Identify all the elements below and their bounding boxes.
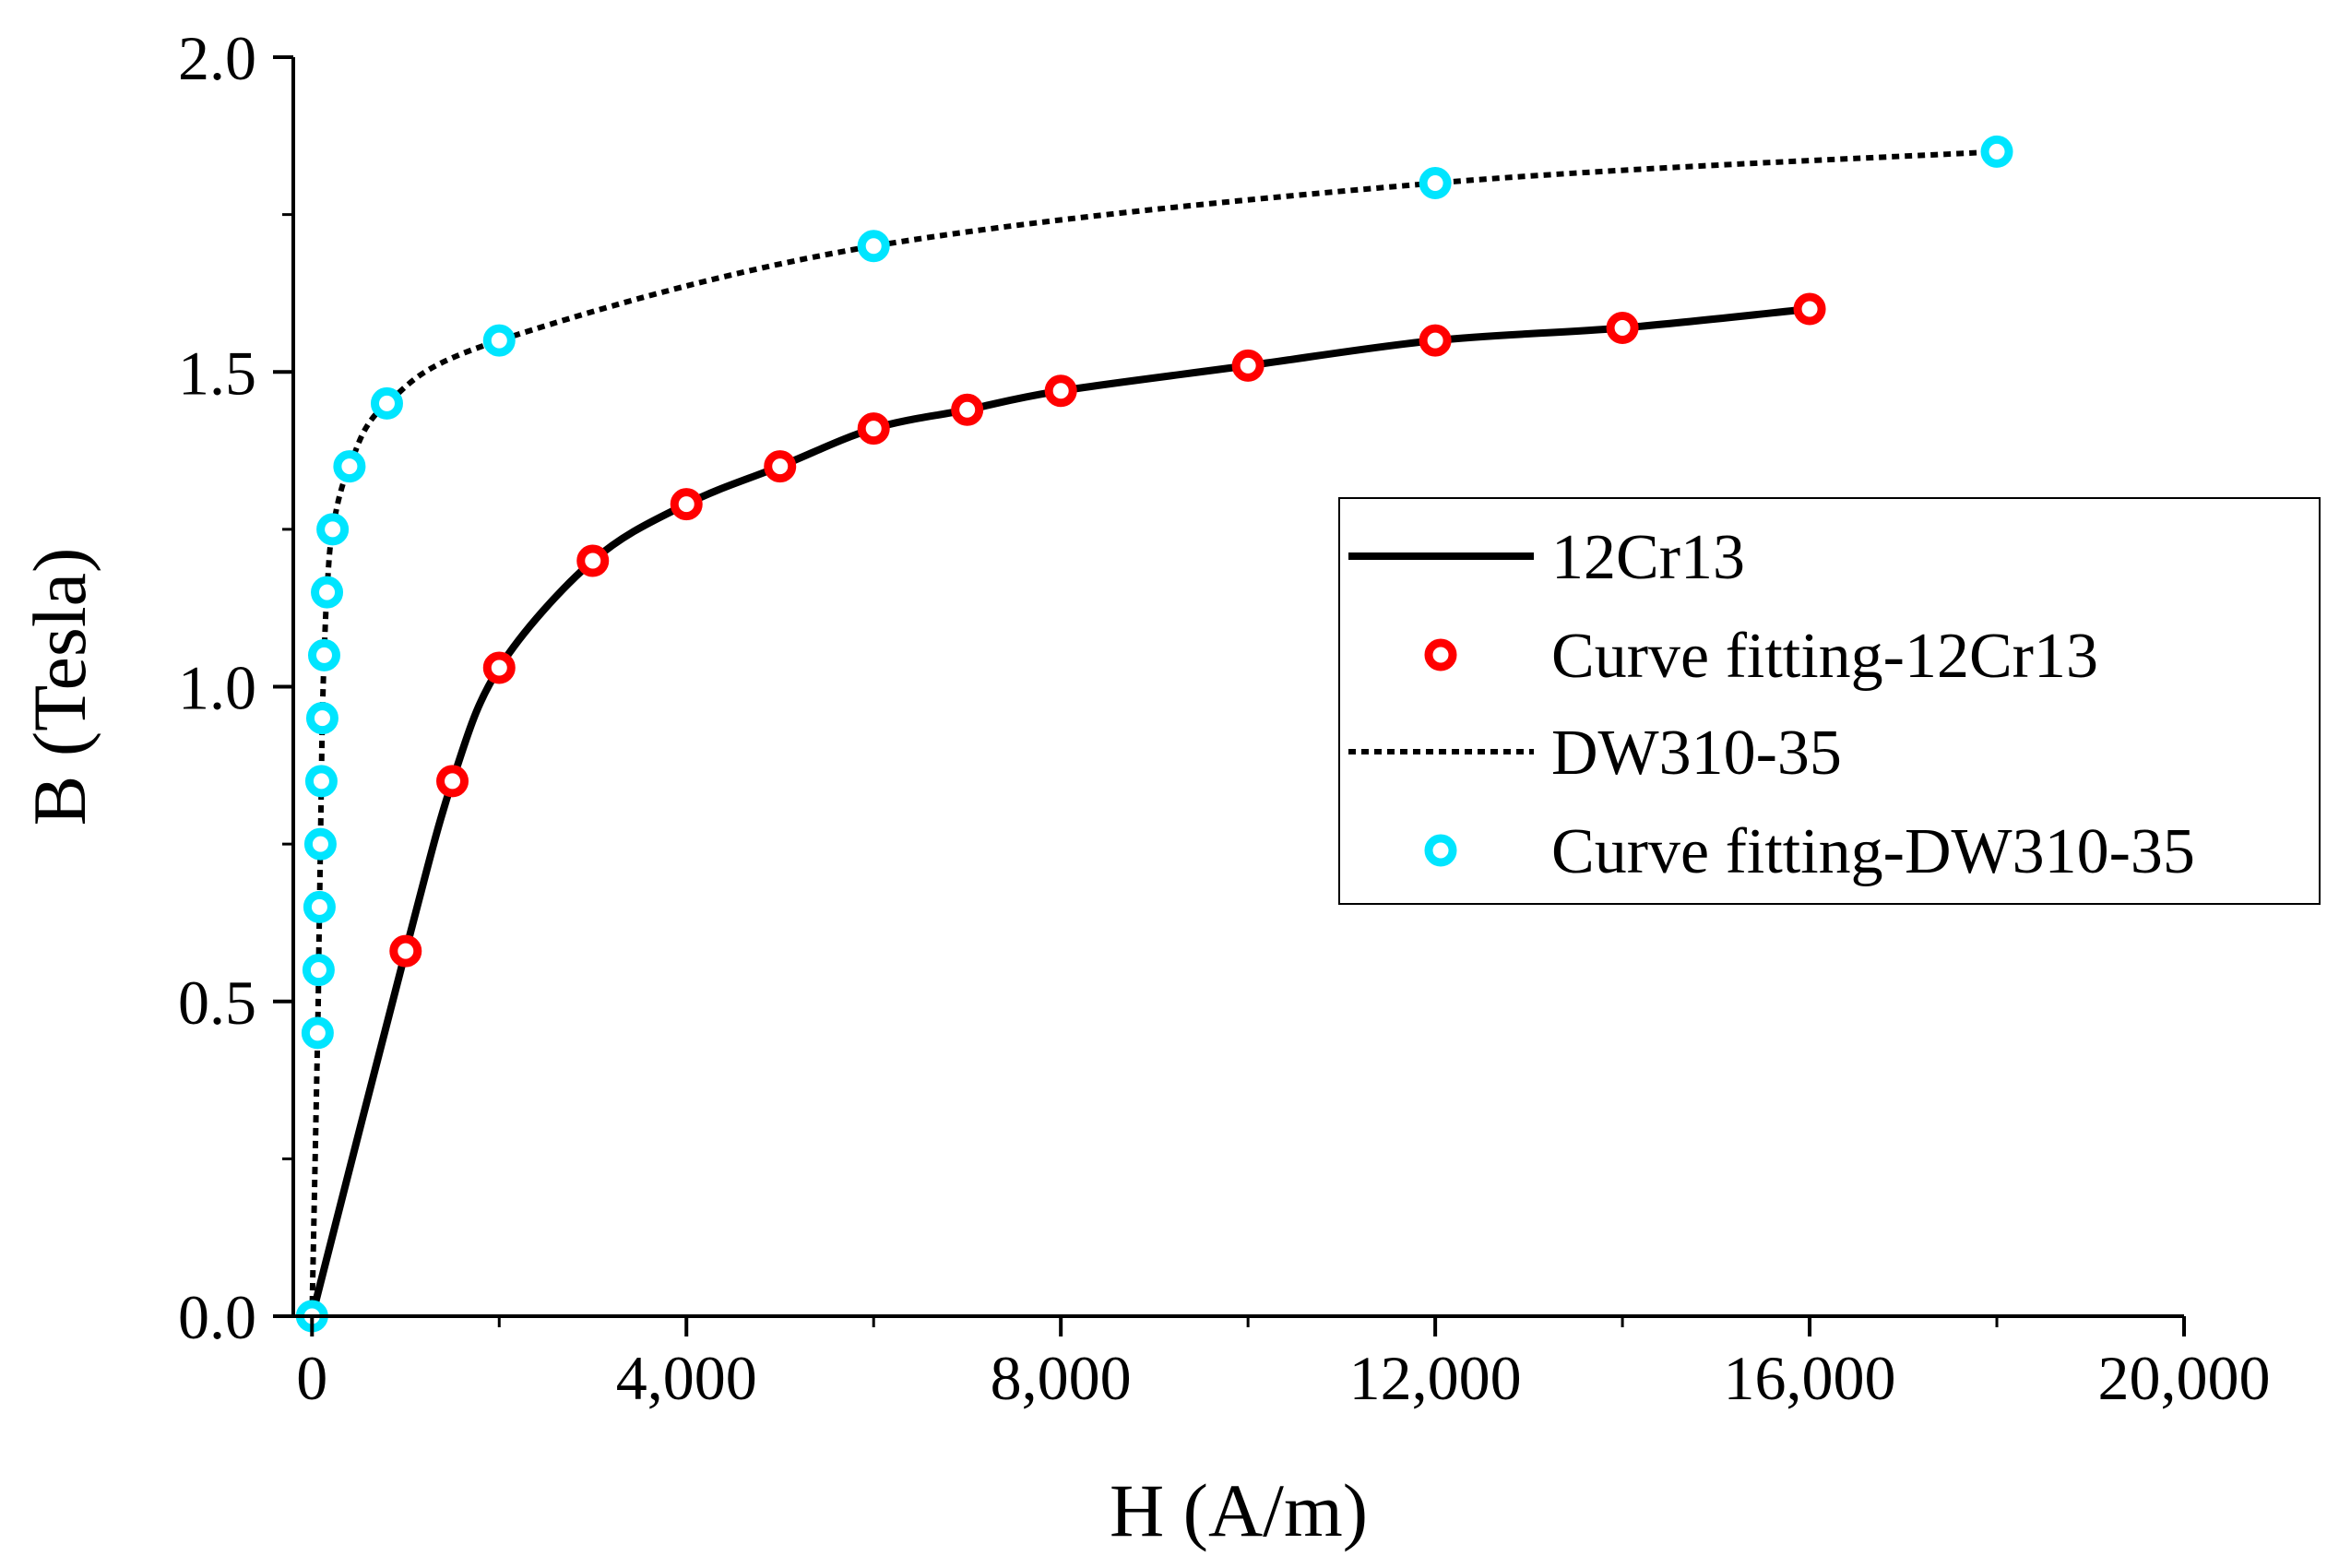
- point-curve-fitting-dw310-35: [311, 576, 344, 609]
- plot-area: [295, 135, 2013, 1333]
- point-curve-fitting-dw310-35: [1419, 167, 1452, 199]
- series-line-dw310-35: [309, 148, 1998, 1317]
- y-tick-label: 2.0: [178, 23, 256, 93]
- legend-label: Curve fitting-DW310-35: [1551, 816, 2195, 887]
- x-tick-label: 4,000: [616, 1343, 757, 1413]
- point-curve-fitting-12cr13: [389, 934, 422, 968]
- point-curve-fitting-dw310-35: [1980, 135, 2013, 168]
- x-tick-label: 12,000: [1349, 1343, 1522, 1413]
- x-tick-label: 8,000: [991, 1343, 1132, 1413]
- point-curve-fitting-dw310-35: [303, 890, 336, 923]
- x-tick-label: 20,000: [2098, 1343, 2271, 1413]
- x-tick-label: 16,000: [1724, 1343, 1896, 1413]
- point-curve-fitting-dw310-35: [305, 702, 338, 735]
- point-curve-fitting-12cr13: [670, 488, 703, 521]
- legend-label: Curve fitting-12Cr13: [1551, 621, 2098, 692]
- axes: 0 4,000 8,000 12,000 16,000 20,000 0.0 0.5 1.0 1.…: [178, 23, 2271, 1413]
- legend-box: [1338, 497, 2321, 905]
- legend-label: 12Cr13: [1551, 522, 1745, 593]
- y-axis-title: B (Tesla): [18, 548, 101, 826]
- y-tick-label: 1.0: [178, 653, 256, 723]
- point-curve-fitting-12cr13: [1793, 292, 1826, 326]
- point-curve-fitting-dw310-35: [303, 827, 337, 861]
- point-curve-fitting-dw310-35: [307, 638, 340, 671]
- point-curve-fitting-12cr13: [857, 412, 890, 445]
- x-axis-title: H (A/m): [1110, 1468, 1368, 1552]
- legend-swatch-marker: [1424, 834, 1457, 867]
- point-curve-fitting-12cr13: [482, 651, 516, 684]
- point-curve-fitting-dw310-35: [370, 386, 403, 420]
- point-curve-fitting-12cr13: [764, 450, 797, 483]
- point-curve-fitting-dw310-35: [301, 1016, 334, 1050]
- point-curve-fitting-12cr13: [1231, 349, 1264, 382]
- x-tick-label: 0: [296, 1343, 327, 1413]
- point-curve-fitting-12cr13: [1044, 374, 1077, 408]
- legend: 12Cr13 Curve fitting-12Cr13 DW310-35 Curve …: [1338, 497, 2321, 905]
- point-curve-fitting-12cr13: [436, 765, 469, 798]
- y-tick-label: 1.5: [178, 338, 256, 408]
- point-curve-fitting-12cr13: [951, 393, 984, 426]
- point-curve-fitting-12cr13: [1606, 311, 1639, 344]
- legend-swatch-marker: [1424, 638, 1457, 671]
- y-tick-label: 0.5: [178, 968, 256, 1038]
- point-curve-fitting-dw310-35: [333, 450, 366, 483]
- point-curve-fitting-dw310-35: [857, 230, 890, 263]
- point-curve-fitting-12cr13: [1419, 324, 1452, 357]
- point-curve-fitting-dw310-35: [302, 954, 335, 987]
- point-curve-fitting-dw310-35: [304, 765, 338, 798]
- legend-label: DW310-35: [1551, 718, 1842, 789]
- y-tick-label: 0.0: [178, 1282, 256, 1352]
- point-curve-fitting-dw310-35: [482, 324, 516, 357]
- point-curve-fitting-dw310-35: [316, 513, 350, 546]
- point-curve-fitting-12cr13: [576, 544, 610, 577]
